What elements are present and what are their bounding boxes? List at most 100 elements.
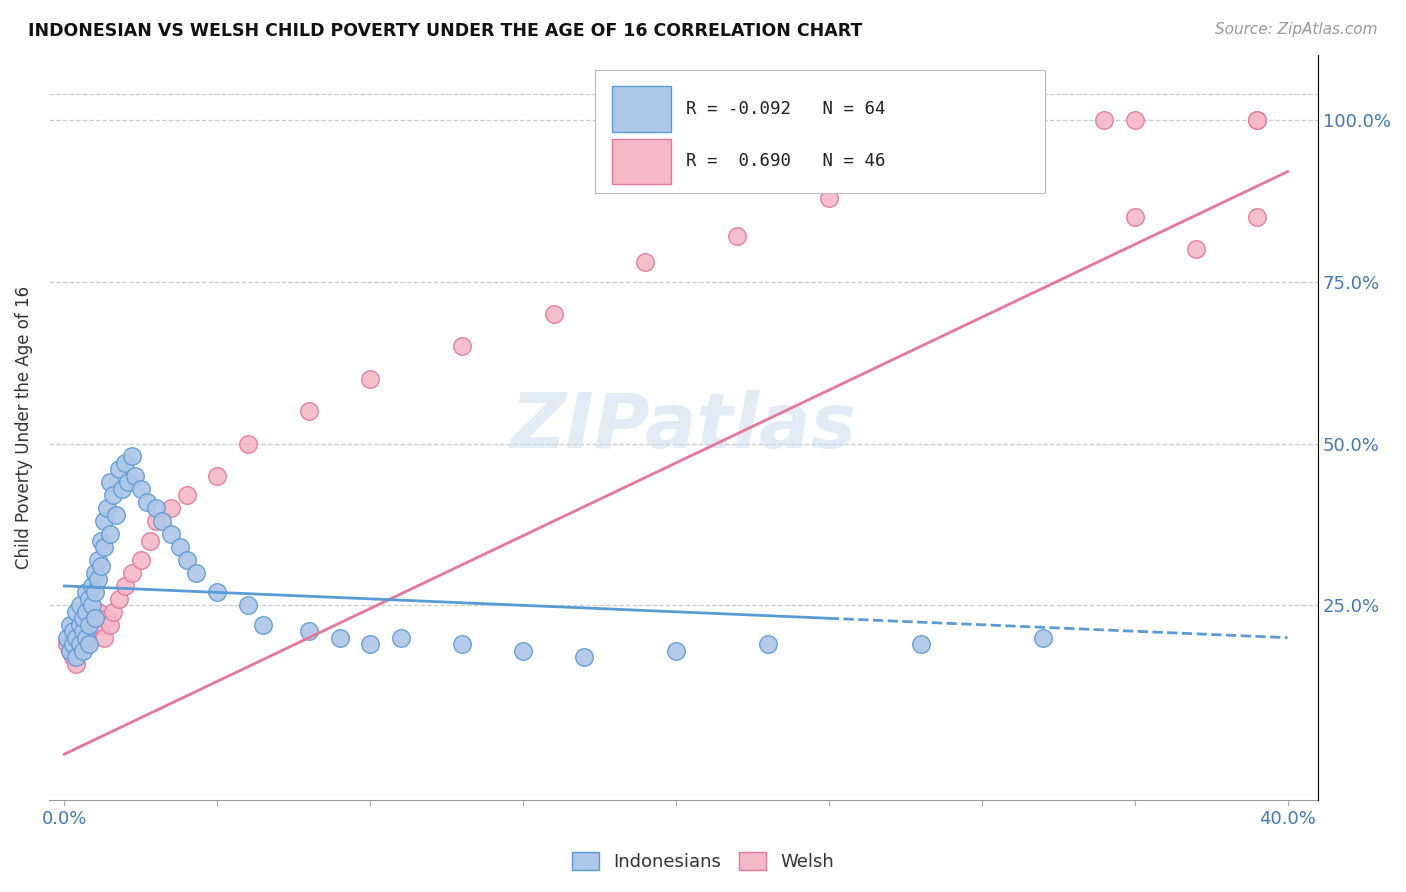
Point (65, 605, 87, 619)
Point (121, 450, 143, 464)
Point (98, 527, 121, 541)
Point (665, 643, 688, 657)
Point (1246, 210, 1268, 224)
Point (75, 617, 97, 632)
Point (62, 650, 84, 665)
Point (1123, 210, 1146, 224)
Point (105, 508, 128, 522)
Point (108, 591, 131, 606)
Point (90, 533, 112, 548)
Point (252, 617, 274, 632)
Point (205, 468, 228, 483)
Point (87, 573, 110, 587)
Text: INDONESIAN VS WELSH CHILD POVERTY UNDER THE AGE OF 16 CORRELATION CHART: INDONESIAN VS WELSH CHILD POVERTY UNDER … (28, 22, 862, 40)
Point (62, 624, 84, 639)
Point (62, 637, 84, 651)
Point (96, 501, 118, 516)
Point (80, 611, 103, 625)
Point (65, 631, 87, 645)
Point (1246, 112, 1268, 127)
Point (83, 617, 105, 632)
Point (83, 611, 105, 625)
Point (634, 255, 657, 269)
Point (150, 514, 173, 528)
Point (75, 585, 97, 599)
Point (93, 540, 115, 554)
Point (59, 617, 82, 632)
Point (450, 339, 472, 353)
Point (114, 579, 136, 593)
Y-axis label: Child Poverty Under the Age of 16: Child Poverty Under the Age of 16 (15, 285, 32, 569)
Point (90, 559, 112, 574)
Point (103, 605, 125, 619)
Point (80, 579, 103, 593)
Point (512, 643, 534, 657)
Point (124, 468, 146, 483)
Point (56, 631, 79, 645)
Point (69, 637, 91, 651)
Point (114, 456, 136, 470)
Point (450, 637, 472, 651)
Point (62, 631, 84, 645)
Point (69, 624, 91, 639)
Point (236, 599, 259, 613)
Point (111, 482, 134, 496)
Point (93, 514, 115, 528)
Point (80, 599, 103, 613)
Point (69, 617, 91, 632)
Point (65, 650, 87, 665)
Point (328, 631, 350, 645)
Point (176, 553, 198, 567)
Point (77, 617, 100, 632)
Point (75, 631, 97, 645)
Point (72, 643, 94, 657)
Text: Source: ZipAtlas.com: Source: ZipAtlas.com (1215, 22, 1378, 37)
Point (96, 611, 118, 625)
Point (176, 488, 198, 502)
Point (69, 599, 91, 613)
Legend: Indonesians, Welsh: Indonesians, Welsh (564, 845, 842, 879)
Point (1001, 138, 1024, 153)
Point (1032, 631, 1054, 645)
FancyBboxPatch shape (613, 138, 671, 184)
Point (725, 229, 748, 244)
Point (129, 482, 152, 496)
Point (77, 637, 100, 651)
Point (77, 591, 100, 606)
Point (98, 617, 121, 632)
Point (98, 475, 121, 490)
Point (93, 631, 115, 645)
FancyBboxPatch shape (595, 70, 1045, 193)
Point (90, 617, 112, 632)
Point (56, 637, 79, 651)
Point (145, 501, 167, 516)
Point (65, 637, 87, 651)
Point (145, 514, 167, 528)
Point (389, 631, 412, 645)
Point (160, 527, 183, 541)
Point (1123, 112, 1146, 127)
Point (72, 624, 94, 639)
Point (359, 372, 381, 386)
Point (236, 436, 259, 450)
Point (129, 553, 152, 567)
Point (756, 637, 779, 651)
Point (298, 404, 321, 418)
Point (75, 605, 97, 619)
Point (121, 566, 143, 580)
Point (77, 624, 100, 639)
Point (910, 164, 932, 178)
Point (59, 643, 82, 657)
Point (543, 307, 565, 321)
Point (1185, 243, 1208, 257)
Text: ZIPatlas: ZIPatlas (510, 391, 856, 465)
Point (117, 475, 139, 490)
Point (1092, 112, 1115, 127)
Point (72, 631, 94, 645)
Point (83, 566, 105, 580)
Point (69, 643, 91, 657)
Point (169, 540, 191, 554)
Point (87, 553, 110, 567)
Point (1246, 112, 1268, 127)
Point (817, 190, 839, 204)
